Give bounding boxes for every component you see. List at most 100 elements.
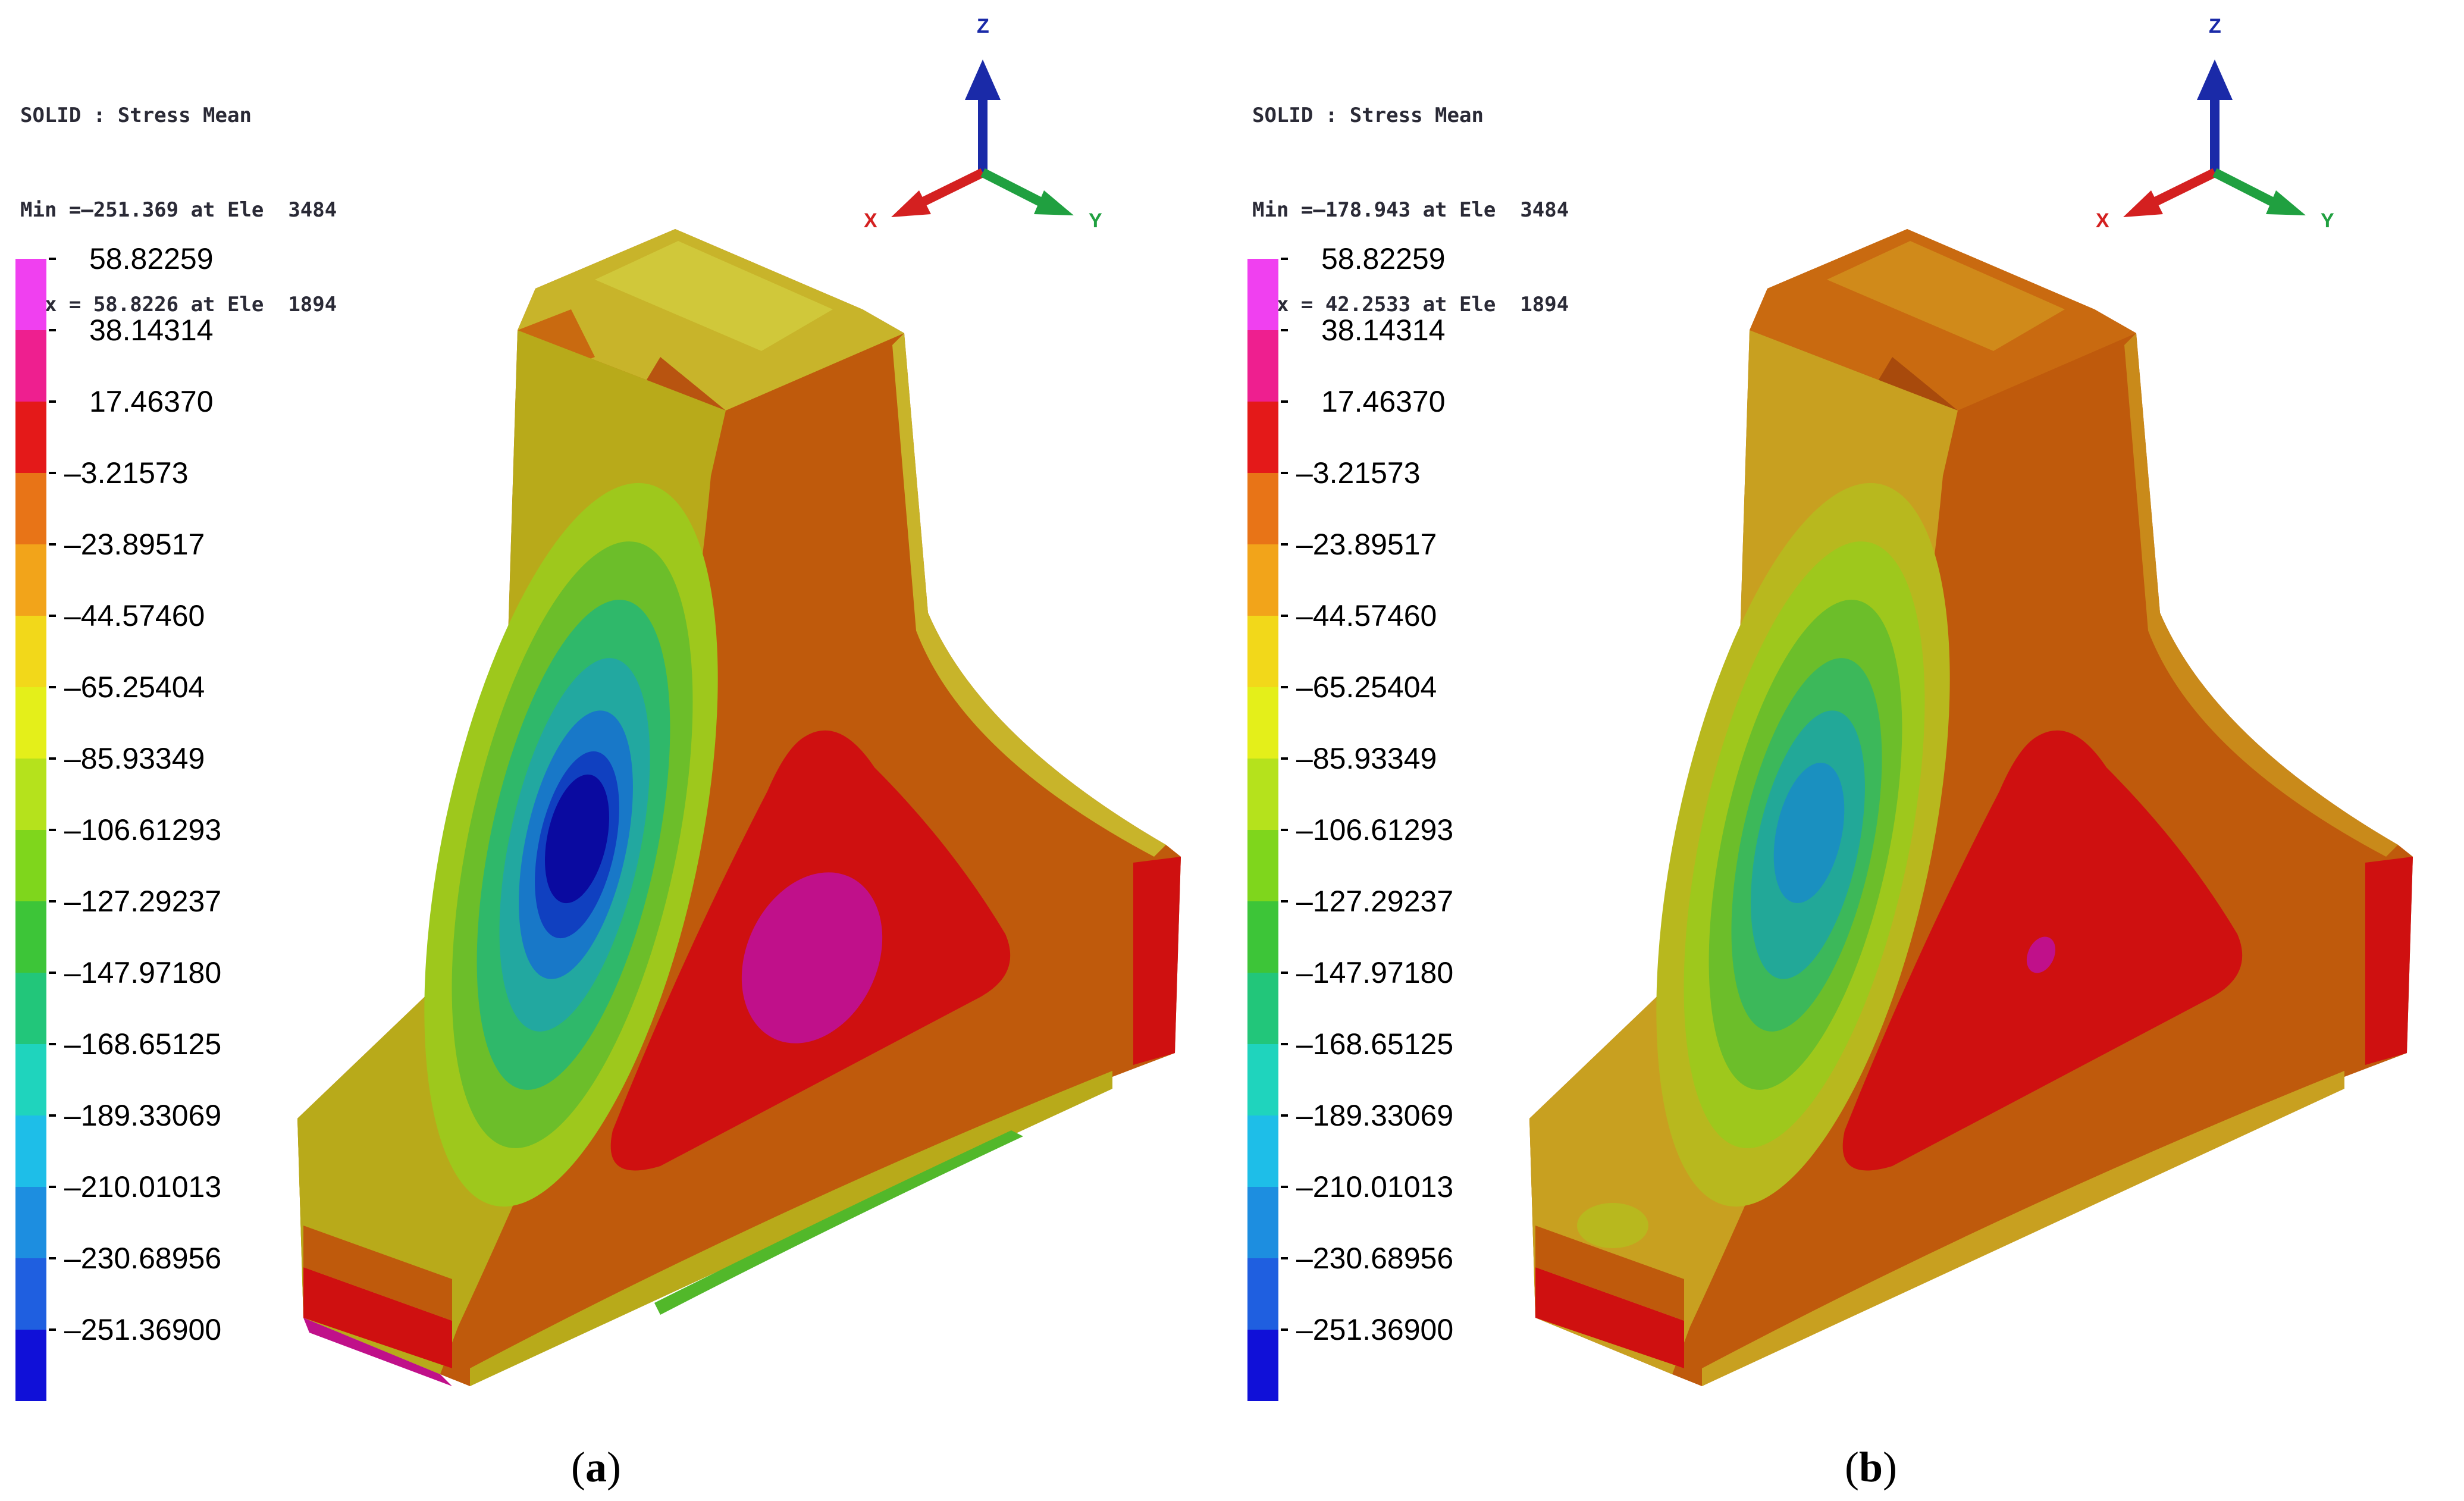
legend-label: –44.57460 (64, 599, 205, 632)
axis-triad: Z X Y (864, 15, 1102, 232)
legend-color-band (1247, 1044, 1278, 1115)
legend-tick (1281, 1043, 1288, 1045)
legend-tick (49, 472, 56, 474)
legend-tick (49, 829, 56, 831)
legend-tick (1281, 1257, 1288, 1259)
legend-tick (1281, 686, 1288, 688)
min-stress-region (1773, 763, 1845, 903)
legend-color-band (15, 1187, 46, 1258)
stress-contour-model (297, 229, 1181, 1386)
max-stress-region (2026, 936, 2056, 973)
min-value-line: Min =–251.369 at Ele 3484 (20, 198, 337, 222)
z-axis-label: Z (977, 15, 989, 37)
min-value-line: Min =–178.943 at Ele 3484 (1252, 198, 1569, 222)
legend-label: –127.29237 (64, 885, 222, 918)
legend-color-band (1247, 1258, 1278, 1330)
legend-tick (1281, 1186, 1288, 1188)
legend-label: –189.33069 (1296, 1099, 1454, 1132)
legend-tick (49, 757, 56, 760)
legend-label: –147.97180 (1296, 956, 1454, 989)
legend-label: –251.36900 (1296, 1313, 1454, 1346)
model-right-face (1133, 857, 1181, 1065)
stress-contour-model (1529, 229, 2413, 1386)
legend-tick (1281, 1114, 1288, 1117)
legend-color-band (15, 973, 46, 1044)
y-axis-arrow (2212, 168, 2306, 215)
axis-triad: Z X Y (2096, 15, 2334, 232)
legend-label: –85.93349 (64, 742, 205, 775)
legend-tick (1281, 400, 1288, 403)
legend-label: 38.14314 (89, 314, 214, 347)
result-title: SOLID : Stress Mean (1252, 104, 1484, 127)
legend-tick (49, 972, 56, 974)
legend-tick (49, 400, 56, 403)
legend-tick (1281, 900, 1288, 903)
legend-label: –23.89517 (64, 528, 205, 561)
legend-tick (49, 686, 56, 688)
z-axis-label: Z (2209, 15, 2221, 37)
legend-color-band (1247, 330, 1278, 402)
legend-color-band (15, 830, 46, 901)
legend-label: –189.33069 (64, 1099, 222, 1132)
legend-color-band (15, 544, 46, 616)
legend-tick (49, 1186, 56, 1188)
legend-color-band (1247, 1330, 1278, 1401)
result-header: SOLID : Stress Mean Min =–251.369 at Ele… (20, 37, 337, 384)
legend-color-band (1247, 973, 1278, 1044)
legend-color-band (1247, 1187, 1278, 1258)
legend-tick (1281, 972, 1288, 974)
color-legend-bar (15, 259, 46, 1401)
legend-tick (49, 1257, 56, 1259)
legend-tick (49, 900, 56, 903)
legend-color-band (15, 1044, 46, 1115)
panel-caption: (a) (571, 1443, 621, 1491)
legend-color-band (15, 616, 46, 687)
panel-caption: (b) (1845, 1443, 1898, 1491)
z-axis-arrow (2197, 59, 2233, 173)
legend-color-band (15, 259, 46, 330)
legend-label: –147.97180 (64, 956, 222, 989)
legend-tick (49, 543, 56, 546)
legend-color-band (1247, 544, 1278, 616)
legend-label: –44.57460 (1296, 599, 1437, 632)
legend-label: –85.93349 (1296, 742, 1437, 775)
legend-color-band (15, 687, 46, 759)
legend-color-band (1247, 830, 1278, 901)
panel-b: SOLID : Stress Mean Min =–178.943 at Ele… (1232, 0, 2464, 1501)
min-stress-region (545, 774, 609, 904)
result-title: SOLID : Stress Mean (20, 104, 252, 127)
legend-label: –23.89517 (1296, 528, 1437, 561)
legend-label: –3.21573 (64, 456, 189, 490)
legend-label: 38.14314 (1321, 314, 1446, 347)
legend-label: –65.25404 (64, 670, 205, 704)
result-header: SOLID : Stress Mean Min =–178.943 at Ele… (1252, 37, 1569, 384)
x-axis-arrow (2123, 168, 2217, 217)
legend-label: 17.46370 (1321, 385, 1446, 418)
y-axis-arrow (980, 168, 1074, 215)
legend-tick (49, 1043, 56, 1045)
legend-label: –210.01013 (64, 1170, 222, 1204)
legend-color-band (15, 901, 46, 973)
x-axis-label: X (2096, 209, 2109, 232)
legend-label: –168.65125 (1296, 1027, 1454, 1061)
legend-label: 17.46370 (89, 385, 214, 418)
legend-tick (49, 615, 56, 617)
color-legend-bar (1247, 259, 1278, 1401)
legend-color-band (1247, 402, 1278, 473)
legend-label: 58.82259 (1321, 242, 1446, 275)
x-axis-label: X (864, 209, 877, 232)
legend-color-band (1247, 259, 1278, 330)
legend-label: –3.21573 (1296, 456, 1421, 490)
legend-label: –106.61293 (64, 813, 222, 847)
legend-tick (1281, 472, 1288, 474)
legend-label: –230.68956 (1296, 1242, 1454, 1275)
x-axis-arrow (891, 168, 985, 217)
legend-tick (49, 329, 56, 331)
legend-label: –127.29237 (1296, 885, 1454, 918)
legend-label: –210.01013 (1296, 1170, 1454, 1204)
legend-color-band (15, 330, 46, 402)
legend-tick (1281, 258, 1288, 260)
legend-color-band (1247, 1115, 1278, 1187)
legend-label: –251.36900 (64, 1313, 222, 1346)
z-axis-arrow (965, 59, 1001, 173)
